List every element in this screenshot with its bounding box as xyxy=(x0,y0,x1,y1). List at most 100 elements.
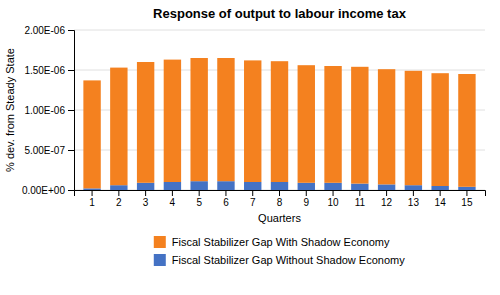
bar xyxy=(271,61,288,182)
tick-label: 0.00E+00 xyxy=(22,185,66,196)
bar xyxy=(137,62,154,183)
legend-swatch xyxy=(154,254,166,266)
tick-mark xyxy=(118,190,119,196)
tick: 6 xyxy=(223,190,229,208)
tick-mark xyxy=(225,190,226,196)
tick-label: 9 xyxy=(303,197,309,208)
bar xyxy=(137,183,154,190)
y-axis-title: % dev. from Steady State xyxy=(4,48,16,172)
tick-label: 11 xyxy=(355,197,366,208)
tick-mark xyxy=(68,150,74,151)
bar xyxy=(458,187,475,190)
bar xyxy=(244,182,261,190)
tick-label: 5 xyxy=(196,197,202,208)
bar xyxy=(405,71,422,185)
tick-mark xyxy=(92,190,93,196)
bar xyxy=(83,188,100,190)
bar xyxy=(110,68,127,186)
plot: 1234567891011121314150.00E+005.00E-071.0… xyxy=(22,25,486,208)
axis-line xyxy=(68,31,75,191)
bar xyxy=(164,182,181,190)
grid-line xyxy=(74,30,485,31)
tick-mark xyxy=(68,70,74,71)
tick-label: 13 xyxy=(408,197,420,208)
legend-item: Fiscal Stabilizer Gap Without Shadow Eco… xyxy=(154,254,405,266)
legend-label: Fiscal Stabilizer Gap Without Shadow Eco… xyxy=(172,254,405,266)
tick: 9 xyxy=(303,190,309,208)
tick: 7 xyxy=(250,190,256,208)
tick: 0.00E+00 xyxy=(22,185,74,196)
legend-label: Fiscal Stabilizer Gap With Shadow Econom… xyxy=(172,236,390,248)
bar xyxy=(378,184,395,190)
bar xyxy=(431,186,448,190)
tick-mark xyxy=(145,190,146,196)
tick-mark xyxy=(68,190,74,191)
tick-label: 5.00E-07 xyxy=(24,145,65,156)
tick-label: 10 xyxy=(327,197,339,208)
x-axis-title: Quarters xyxy=(258,212,301,224)
legend-item: Fiscal Stabilizer Gap With Shadow Econom… xyxy=(154,236,390,248)
tick-label: 1.50E-06 xyxy=(24,65,65,76)
bar xyxy=(244,60,261,182)
tick-label: 14 xyxy=(435,197,447,208)
tick-mark xyxy=(68,30,74,31)
tick: 1 xyxy=(89,190,95,208)
tick-mark xyxy=(440,190,441,196)
tick-label: 12 xyxy=(381,197,393,208)
legend-swatch xyxy=(154,236,166,248)
tick: 2.00E-06 xyxy=(24,25,74,36)
tick: 5.00E-07 xyxy=(24,145,74,156)
bar xyxy=(164,60,181,182)
tick: 14 xyxy=(435,190,447,208)
tick: 1.50E-06 xyxy=(24,65,74,76)
tick-label: 4 xyxy=(170,197,176,208)
chart: Response of output to labour income tax1… xyxy=(0,0,500,295)
tick-mark xyxy=(172,190,173,196)
y-axis: 0.00E+005.00E-071.00E-061.50E-062.00E-06 xyxy=(22,25,75,196)
bar xyxy=(431,73,448,186)
tick-label: 3 xyxy=(143,197,149,208)
bar xyxy=(190,58,207,181)
series xyxy=(83,58,475,188)
tick: 11 xyxy=(355,190,366,208)
x-axis: 123456789101112131415 xyxy=(75,190,486,208)
tick-mark xyxy=(466,190,467,196)
bar xyxy=(324,183,341,190)
tick-mark xyxy=(386,190,387,196)
bars xyxy=(83,58,475,190)
tick-label: 6 xyxy=(223,197,229,208)
bar xyxy=(217,58,234,181)
tick-mark xyxy=(199,190,200,196)
tick: 12 xyxy=(381,190,393,208)
bar xyxy=(217,181,234,190)
tick: 5 xyxy=(196,190,202,208)
tick: 13 xyxy=(408,190,420,208)
bar xyxy=(298,183,315,190)
bar xyxy=(458,74,475,187)
bar xyxy=(351,67,368,184)
bar xyxy=(271,182,288,190)
tick: 8 xyxy=(277,190,283,208)
bar xyxy=(324,66,341,183)
bar xyxy=(405,185,422,190)
tick-label: 7 xyxy=(250,197,256,208)
bar xyxy=(110,185,127,190)
legend: Fiscal Stabilizer Gap With Shadow Econom… xyxy=(154,236,405,266)
bar xyxy=(83,80,100,188)
tick: 15 xyxy=(461,190,473,208)
tick-label: 2.00E-06 xyxy=(24,25,65,36)
tick-label: 1 xyxy=(89,197,95,208)
tick-mark xyxy=(333,190,334,196)
tick: 3 xyxy=(143,190,149,208)
tick-mark xyxy=(68,110,74,111)
bar xyxy=(351,184,368,190)
grid xyxy=(74,30,485,190)
tick-mark xyxy=(359,190,360,196)
tick-mark xyxy=(413,190,414,196)
tick-mark xyxy=(279,190,280,196)
tick: 2 xyxy=(116,190,122,208)
tick-mark xyxy=(306,190,307,196)
tick: 10 xyxy=(327,190,339,208)
tick: 4 xyxy=(170,190,176,208)
tick-label: 15 xyxy=(461,197,473,208)
